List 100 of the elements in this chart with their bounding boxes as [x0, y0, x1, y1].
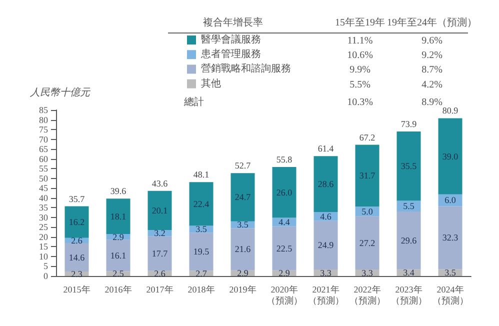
text: 複合年增長率 [203, 16, 263, 28]
data-label: 4.4 [278, 217, 290, 228]
bar [272, 167, 296, 218]
data-label: 2.9 [112, 232, 124, 242]
data-label: 20.1 [152, 205, 168, 216]
legend-label: 醫學會議服務 [201, 34, 261, 46]
bar [148, 236, 172, 271]
bar [272, 226, 296, 270]
x-tick-label: 2021年（預測） [308, 284, 344, 306]
x-tick-label: 2016年 [104, 284, 132, 294]
y-tick-label: 70 [39, 134, 48, 144]
data-label: 2.9 [278, 268, 290, 278]
text: 總計 [183, 96, 204, 108]
data-label: 14.6 [68, 252, 86, 262]
data-label: 5.0 [362, 206, 374, 217]
data-label: 35.5 [400, 161, 418, 172]
data-label: 5.5 [403, 201, 415, 212]
data-label: 19.5 [193, 246, 210, 257]
bar [148, 190, 172, 230]
total-label: 55.8 [276, 154, 293, 165]
text: 5.5% [350, 79, 370, 90]
bar [396, 131, 421, 201]
y-tick-label: 50 [39, 173, 48, 184]
data-label: 16.2 [68, 217, 85, 228]
data-label: 26.0 [276, 187, 293, 198]
data-label: 2.6 [154, 268, 166, 278]
total-label: 39.6 [110, 186, 127, 196]
total-label: 52.7 [234, 160, 252, 171]
y-tick-label: 85 [39, 105, 48, 115]
data-label: 29.6 [400, 235, 418, 246]
y-tick-label: 75 [39, 124, 48, 135]
x-tick-label: 2020年（預測） [266, 284, 302, 306]
data-label: 3.5 [237, 220, 249, 230]
data-label: 3.5 [196, 224, 208, 234]
bar [355, 144, 380, 207]
text: 10.6% [347, 50, 373, 62]
bar [396, 212, 421, 270]
total-label: 80.9 [442, 106, 459, 116]
y-axis-title: 人民幣十億元 [29, 86, 91, 98]
text: 11.1% [347, 36, 373, 46]
data-label: 24.9 [318, 240, 334, 250]
bar [230, 173, 255, 222]
data-label: 3.2 [154, 228, 166, 238]
total-label: 67.2 [359, 132, 376, 142]
text: 9.9% [350, 64, 370, 76]
bar [438, 118, 462, 194]
data-label: 2.6 [71, 235, 83, 246]
data-label: 2.9 [237, 268, 249, 278]
data-label: 24.7 [234, 192, 252, 202]
bar [189, 182, 214, 226]
total-label: 48.1 [193, 170, 210, 180]
data-label: 27.2 [359, 238, 376, 248]
y-tick-label: 5 [44, 261, 48, 272]
text: 15年至19年 [335, 16, 385, 28]
bar [64, 206, 89, 238]
bar [189, 232, 214, 271]
x-tick-label: 2024年（預測） [432, 284, 468, 306]
text: 9.2% [422, 50, 442, 62]
text: 4.2% [422, 79, 442, 90]
data-label: 18.1 [110, 211, 126, 222]
data-label: 22.5 [276, 243, 293, 254]
data-label: 21.6 [234, 244, 252, 254]
x-tick-label: 2022年（預測） [349, 284, 386, 306]
y-tick-label: 35 [39, 202, 48, 213]
data-label: 39.0 [442, 151, 459, 162]
x-tick-label: 2023年（預測） [390, 284, 427, 306]
legend-label: 患者管理服務 [200, 48, 261, 60]
data-label: 4.6 [320, 211, 332, 222]
bar [230, 228, 255, 270]
text: 10.3% [347, 96, 373, 108]
data-label: 17.7 [152, 248, 168, 259]
y-tick-label: 60 [39, 154, 48, 164]
text: 19年至24年（預測） [387, 16, 477, 28]
y-tick-label: 15 [39, 242, 48, 252]
total-label: 73.9 [400, 118, 418, 129]
bar [355, 216, 380, 270]
data-label: 22.4 [193, 198, 210, 209]
bar [314, 156, 338, 212]
x-tick-label: 2018年 [188, 284, 215, 294]
data-label: 32.3 [442, 232, 459, 243]
y-tick-label: 20 [39, 232, 48, 242]
x-tick-label: 2015年 [63, 284, 90, 294]
y-tick-label: 40 [39, 192, 48, 203]
y-tick-label: 25 [39, 222, 48, 232]
x-tick-label: 2019年 [229, 284, 256, 294]
y-tick-label: 45 [39, 183, 48, 194]
bar [64, 242, 89, 272]
total-label: 61.4 [318, 144, 334, 154]
legend-label: 營銷戰略和諮詢服務 [201, 62, 291, 75]
text: 9.6% [422, 36, 442, 46]
data-label: 16.1 [110, 250, 126, 260]
text: 8.7% [422, 64, 442, 76]
bar [438, 206, 462, 270]
data-label: 3.4 [403, 268, 415, 278]
y-tick-label: 10 [39, 251, 48, 262]
total-label: 43.6 [152, 178, 168, 188]
bar [314, 220, 338, 270]
bar [106, 198, 130, 234]
data-label: 2.5 [112, 268, 124, 279]
data-label: 3.3 [320, 268, 332, 278]
